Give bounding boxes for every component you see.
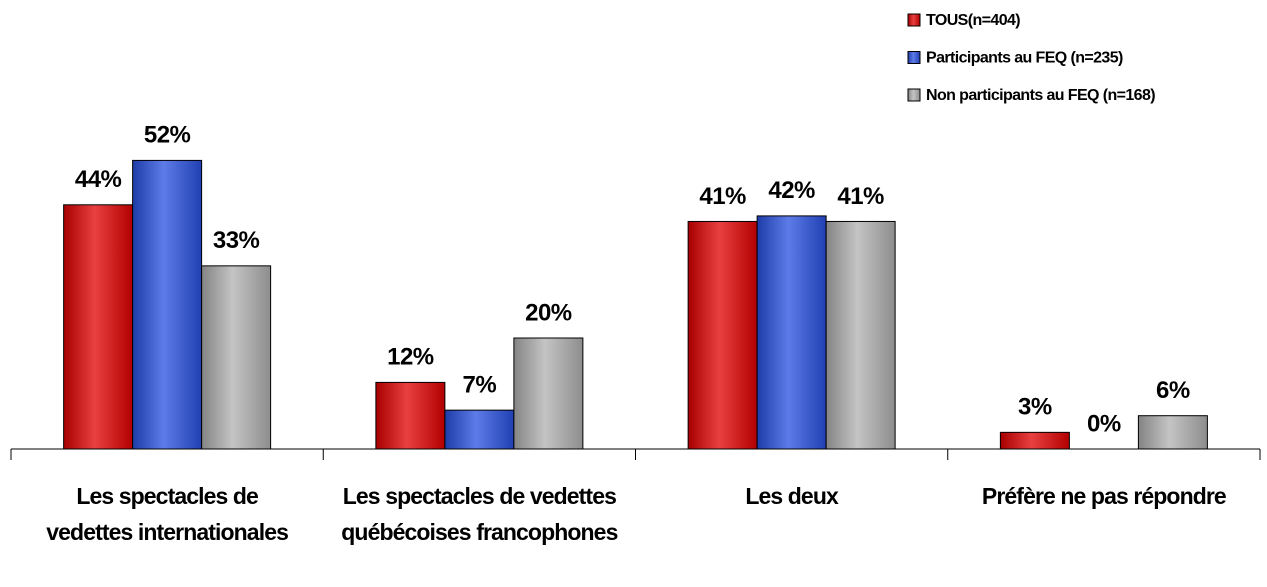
bar: [132, 159, 203, 450]
legend-label: Non participants au FEQ (n=168): [926, 87, 1155, 104]
value-label: 20%: [525, 299, 572, 326]
bar: [375, 381, 446, 450]
bar: [825, 220, 896, 450]
bar: [1137, 415, 1208, 450]
value-label: 52%: [144, 122, 191, 149]
bar: [687, 220, 758, 450]
legend-label: TOUS(n=404): [926, 12, 1020, 29]
value-label: 42%: [768, 177, 815, 204]
legend-label: Participants au FEQ (n=235): [926, 50, 1123, 67]
value-label: 7%: [463, 371, 497, 398]
legend-swatch: [907, 88, 921, 102]
category-label: Les deux: [745, 483, 838, 509]
bar: [444, 409, 515, 450]
bar: [63, 204, 134, 450]
value-label: 3%: [1018, 394, 1052, 421]
value-label: 41%: [837, 183, 884, 210]
category-label: Les spectacles de vedettes international…: [46, 483, 289, 545]
category-label: Les spectacles de vedettes québécoises f…: [341, 483, 618, 545]
value-label: 12%: [387, 344, 434, 371]
value-label: 41%: [699, 183, 746, 210]
bar: [756, 215, 827, 450]
legend-swatch: [907, 51, 921, 64]
bar: [999, 431, 1070, 450]
value-label: 44%: [75, 166, 122, 193]
value-label: 0%: [1087, 410, 1121, 437]
bar: [201, 265, 272, 450]
category-label: Préfère ne pas répondre: [981, 483, 1227, 509]
value-label: 6%: [1156, 377, 1190, 404]
value-label: 33%: [213, 227, 260, 254]
bar: [513, 337, 584, 450]
legend-swatch: [907, 13, 921, 27]
